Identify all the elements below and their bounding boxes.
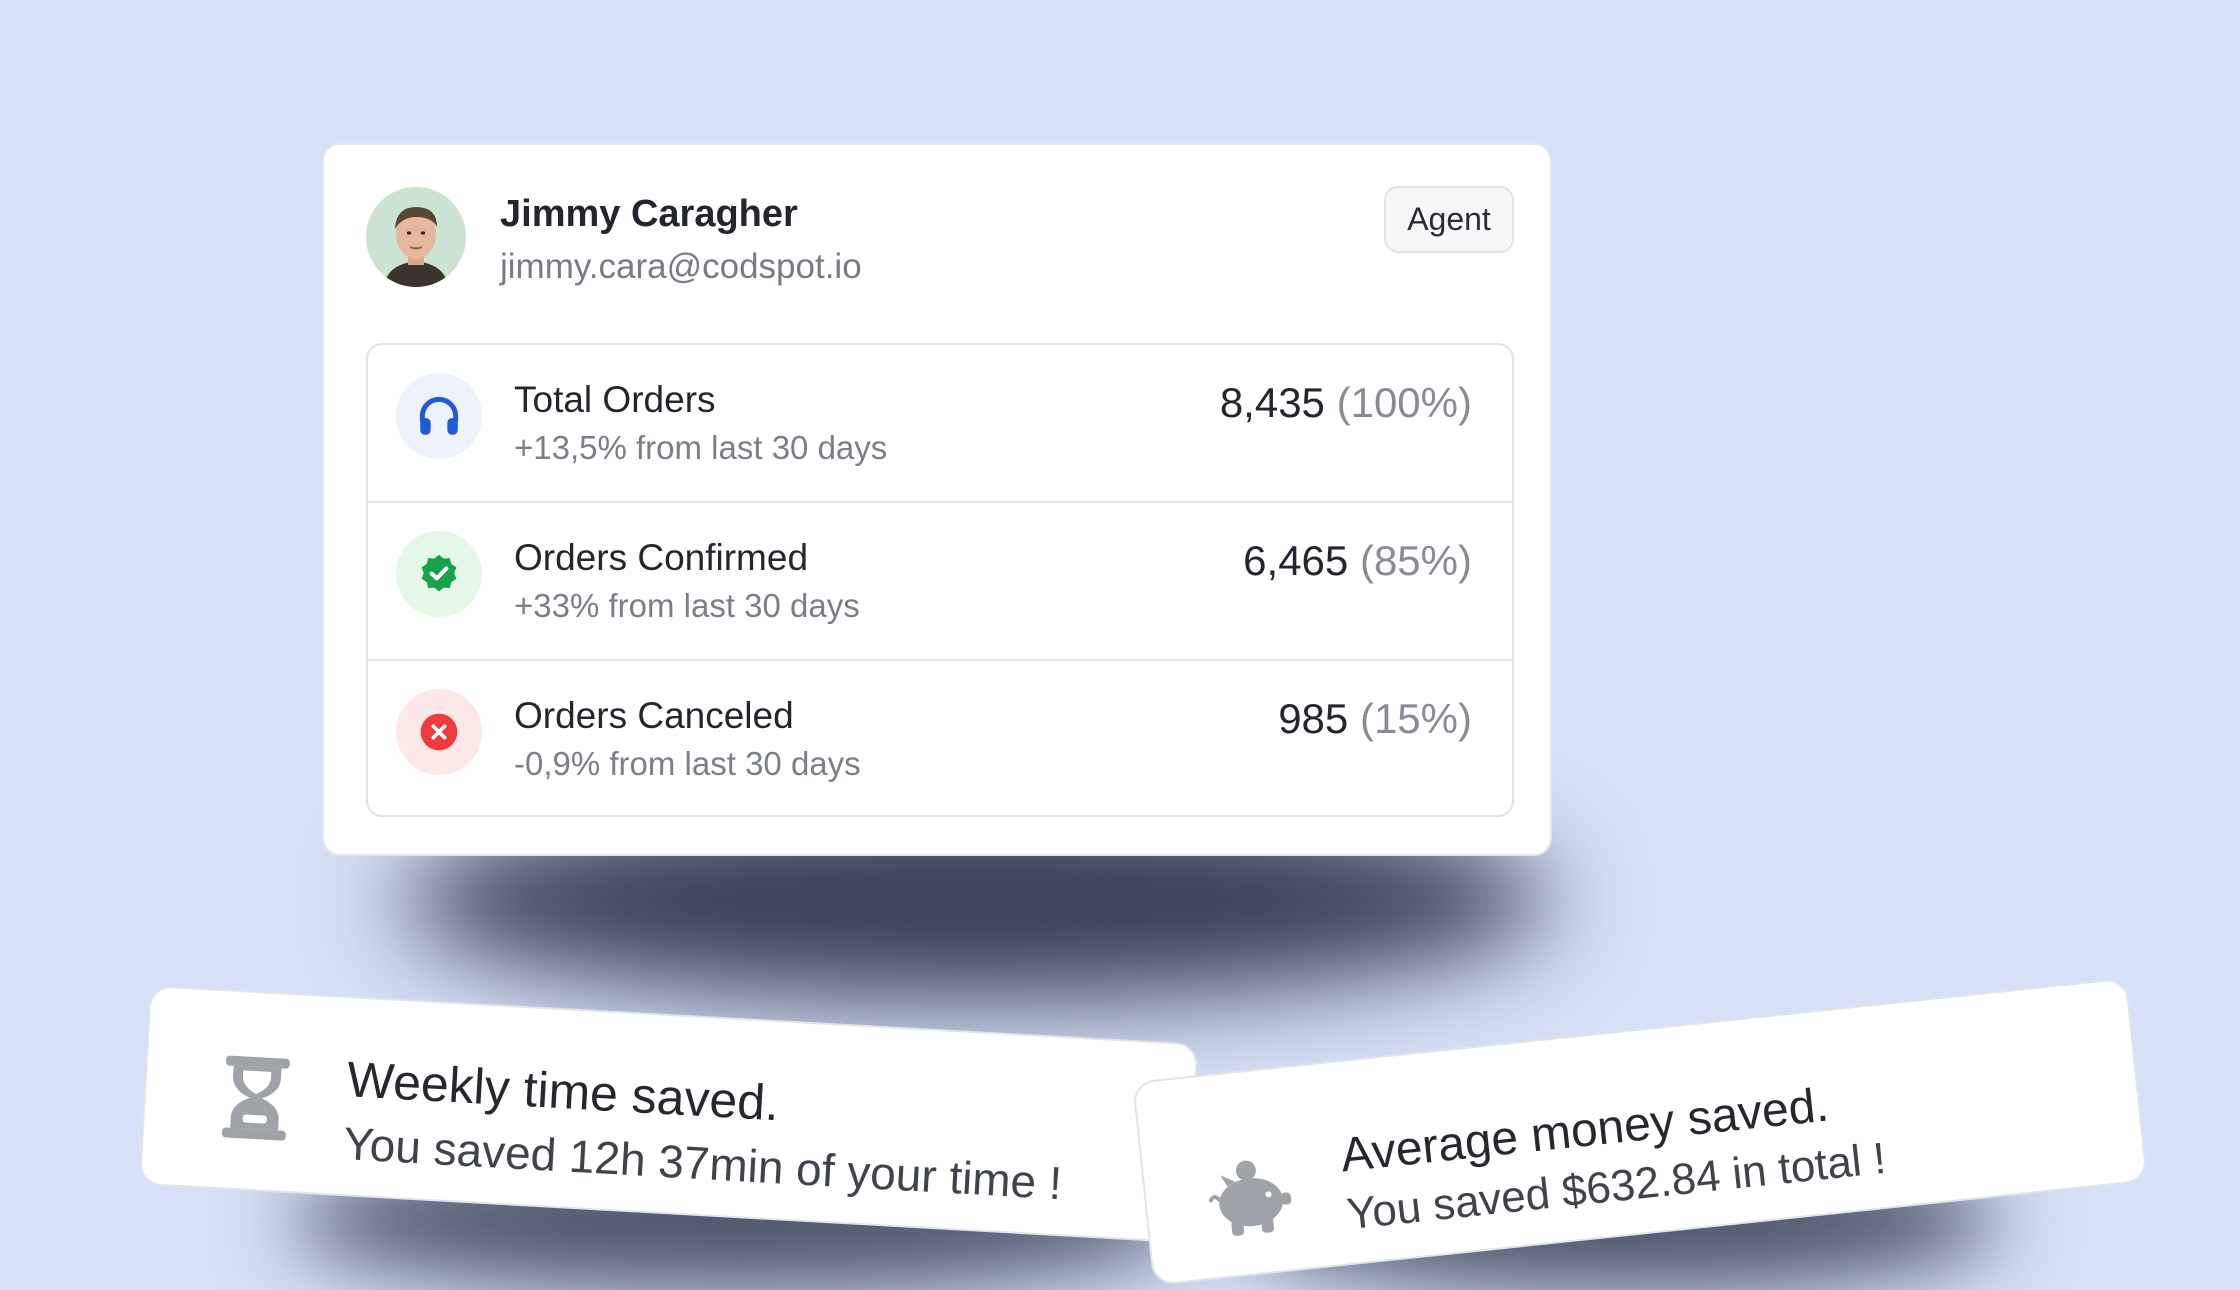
piggy-bank-icon <box>1205 1152 1294 1250</box>
stat-row-total-orders[interactable]: Total Orders +13,5% from last 30 days 8,… <box>368 345 1512 503</box>
stat-value: 985 (15%) <box>1278 695 1472 743</box>
stat-value: 8,435 (100%) <box>1220 379 1472 427</box>
user-name: Jimmy Caragher <box>500 193 798 235</box>
stat-change: +33% from last 30 days <box>514 587 860 624</box>
stat-title: Orders Confirmed <box>514 537 809 578</box>
stat-count: 6,465 <box>1243 537 1349 584</box>
banner-subtitle: You saved 12h 37min of your time ! <box>342 1117 1064 1210</box>
hourglass-icon <box>213 1051 298 1145</box>
stat-value: 6,465 (85%) <box>1243 537 1472 585</box>
stat-percent: (100%) <box>1336 379 1472 426</box>
stat-change: -0,9% from last 30 days <box>514 745 861 782</box>
stat-title: Orders Canceled <box>514 695 794 736</box>
stat-row-orders-confirmed[interactable]: Orders Confirmed +33% from last 30 days … <box>368 503 1512 661</box>
stat-count: 985 <box>1278 695 1349 742</box>
role-badge[interactable]: Agent <box>1384 186 1514 253</box>
stat-change: +13,5% from last 30 days <box>514 429 888 466</box>
stat-row-orders-canceled[interactable]: Orders Canceled -0,9% from last 30 days … <box>368 661 1512 815</box>
user-stats-card: Jimmy Caragher jimmy.cara@codspot.io Age… <box>322 143 1552 856</box>
cancel-circle-icon <box>396 689 482 775</box>
stat-title: Total Orders <box>514 379 716 420</box>
time-saved-banner: Weekly time saved. You saved 12h 37min o… <box>138 985 1199 1244</box>
stats-list: Total Orders +13,5% from last 30 days 8,… <box>366 343 1514 817</box>
user-email[interactable]: jimmy.cara@codspot.io <box>500 247 862 286</box>
avatar[interactable] <box>366 187 466 287</box>
money-saved-banner: Average money saved. You saved $632.84 i… <box>1132 977 2148 1286</box>
stat-count: 8,435 <box>1219 379 1325 426</box>
stat-percent: (15%) <box>1359 695 1472 742</box>
headphones-icon <box>396 373 482 459</box>
stat-percent: (85%) <box>1359 537 1472 584</box>
verified-badge-icon <box>396 531 482 617</box>
